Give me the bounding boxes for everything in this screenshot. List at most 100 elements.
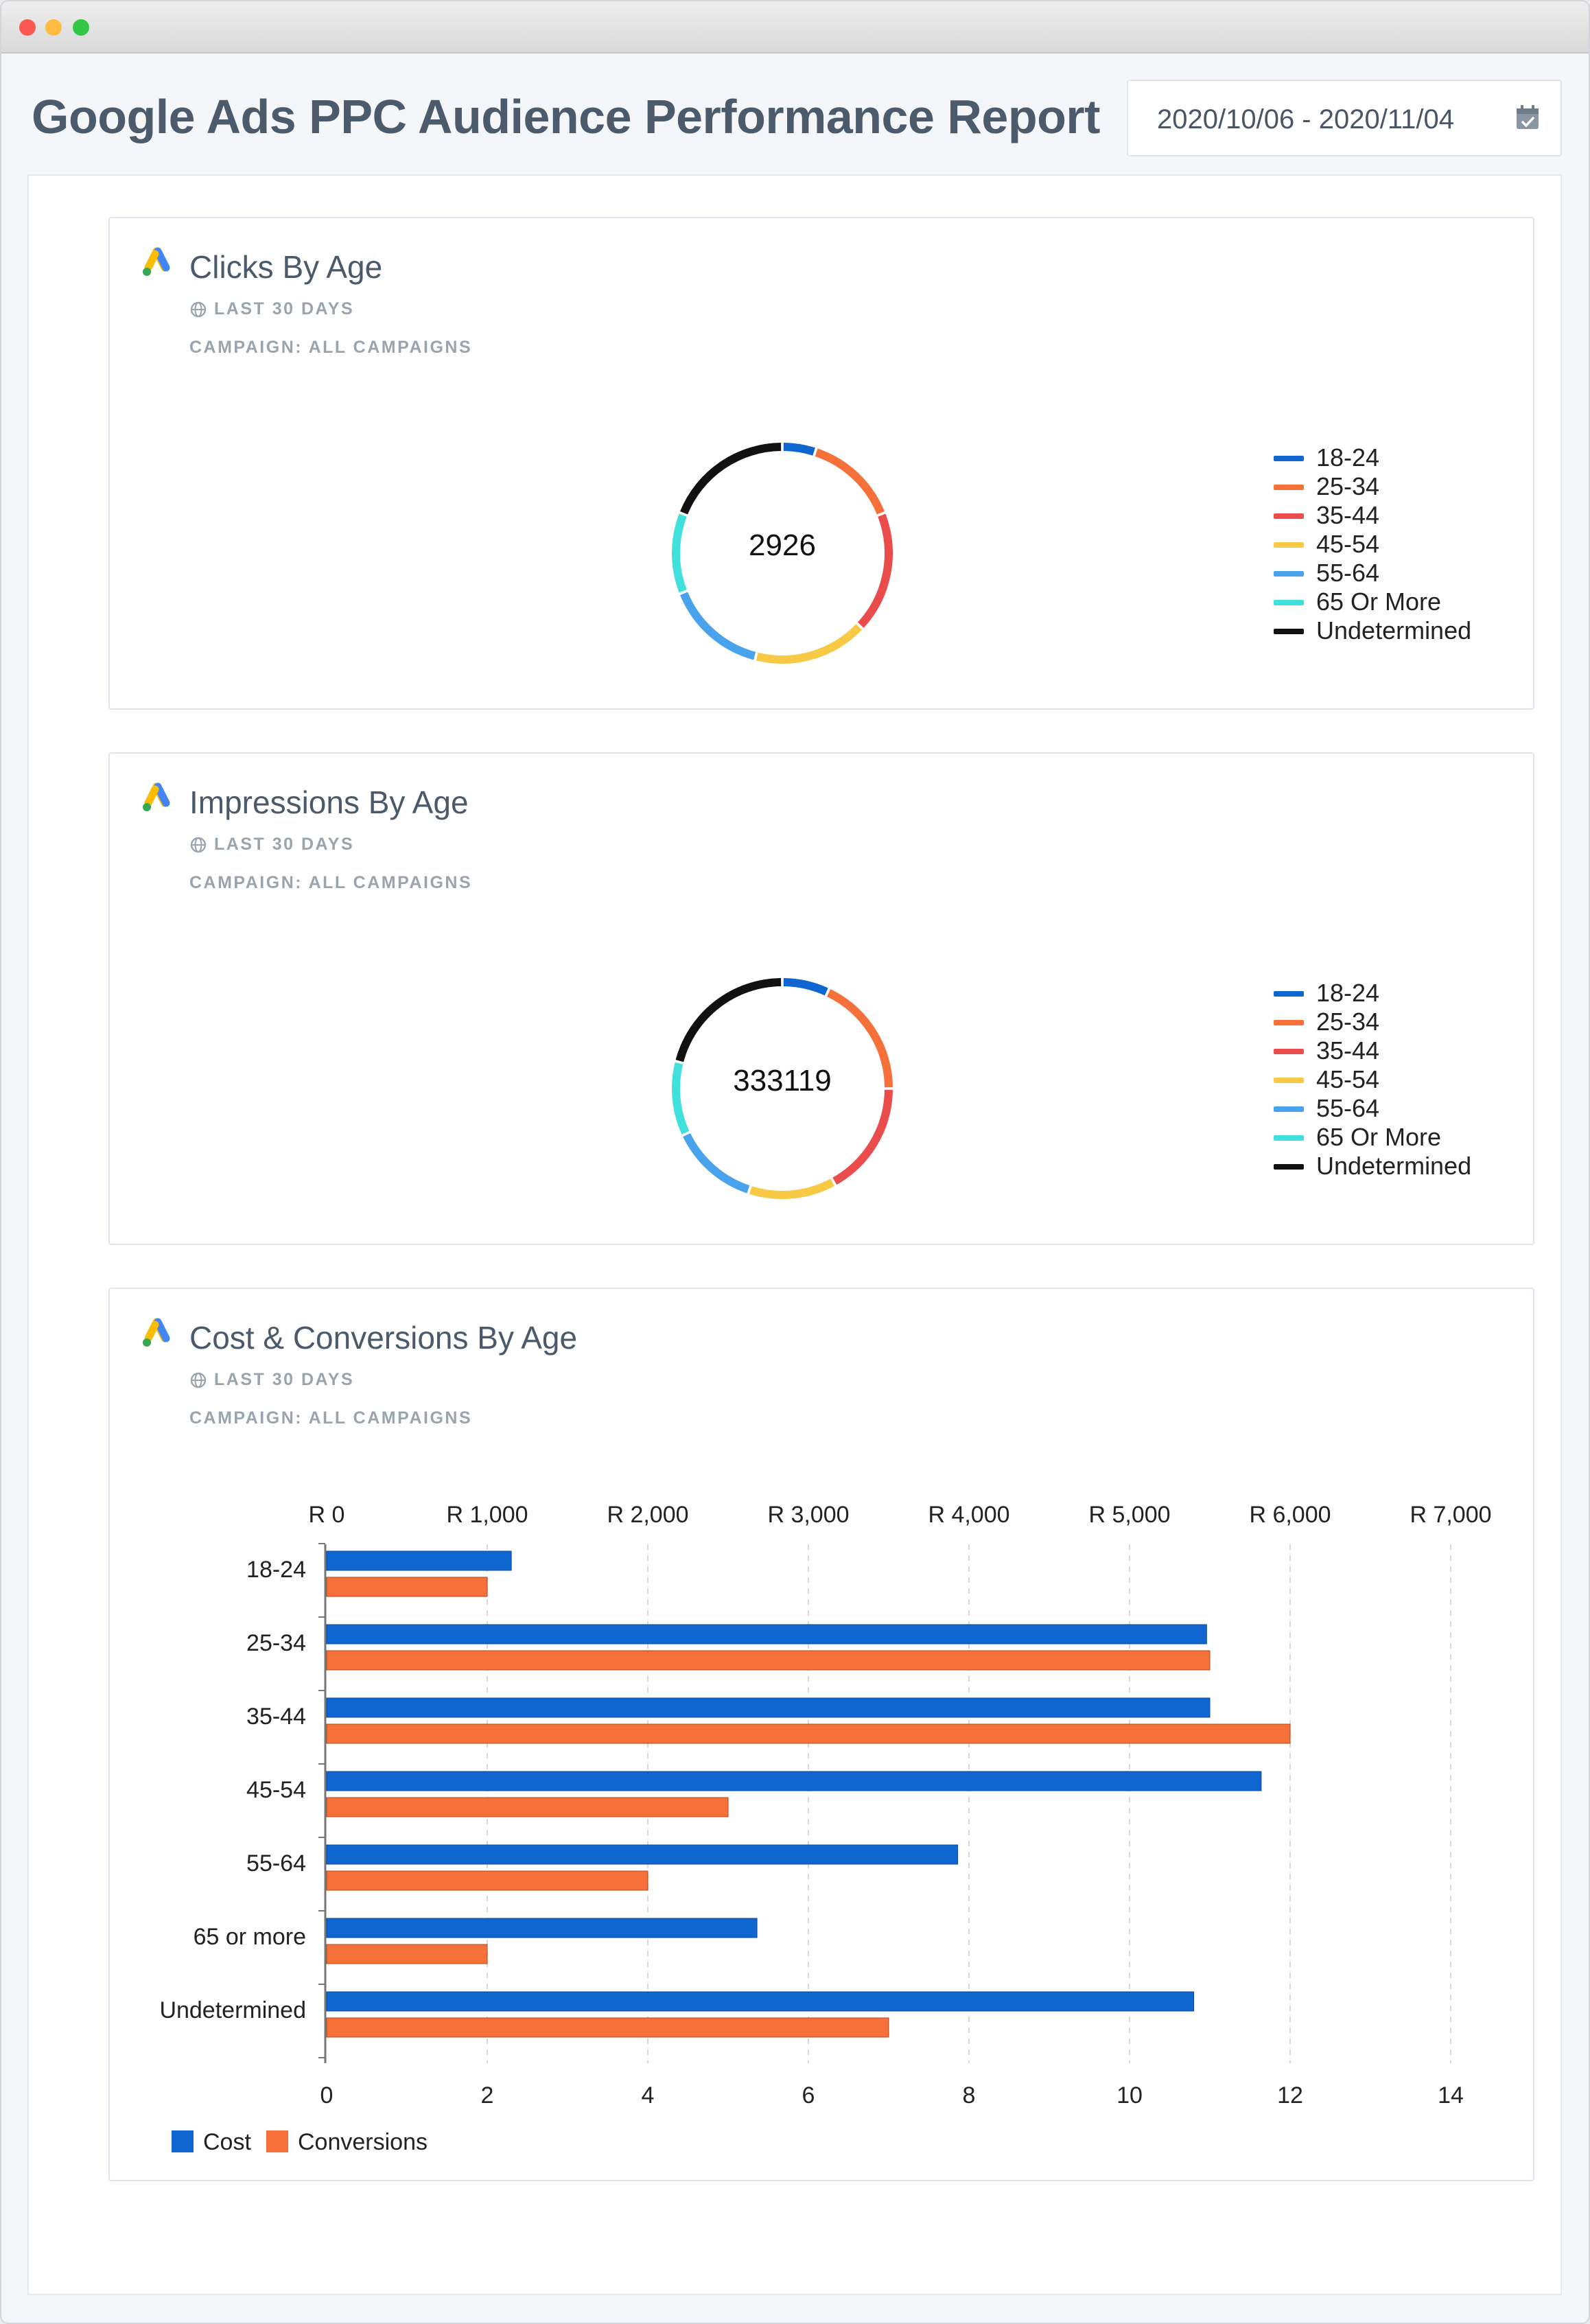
date-range-picker[interactable]: 2020/10/06 - 2020/11/04 — [1127, 80, 1562, 156]
category-label: 25-34 — [246, 1630, 306, 1656]
legend-label: 35-44 — [1316, 1036, 1380, 1065]
date-range-label: LAST 30 DAYS — [214, 1370, 355, 1389]
legend-label: 65 Or More — [1316, 1123, 1442, 1151]
top-axis-tick-label: R 6,000 — [1249, 1502, 1331, 1528]
minimize-window-button[interactable] — [45, 19, 62, 36]
date-range-text: 2020/10/06 - 2020/11/04 — [1157, 104, 1454, 135]
legend-swatch-cost — [172, 2130, 194, 2152]
legend-swatch — [1274, 991, 1304, 997]
donut-slice-undetermined[interactable] — [675, 978, 782, 1062]
card-title: Impressions By Age — [189, 785, 469, 820]
legend-label-conversions[interactable]: Conversions — [298, 2129, 428, 2155]
donut-total: 2926 — [749, 528, 816, 562]
clicks-by-age-card: Clicks By Age LAST 30 DAYS CAMPAIGN: ALL… — [108, 217, 1534, 710]
cost-bar-undetermined[interactable] — [326, 1991, 1195, 2012]
donut-slice-undetermined[interactable] — [680, 443, 782, 515]
legend-label: Undetermined — [1316, 616, 1472, 644]
conversions-bar-18-24[interactable] — [326, 1577, 488, 1597]
legend-swatch — [1274, 1135, 1304, 1141]
conversions-bar-45-54[interactable] — [326, 1797, 729, 1817]
impressions-by-age-card: Impressions By Age LAST 30 DAYS CAMPAIGN… — [108, 752, 1534, 1245]
category-label: 65 or more — [194, 1924, 306, 1950]
bottom-axis-tick-label: 12 — [1277, 2082, 1303, 2108]
bottom-axis-tick-label: 4 — [642, 2082, 655, 2108]
card-title: Cost & Conversions By Age — [189, 1320, 578, 1356]
bottom-axis-tick-label: 14 — [1438, 2082, 1464, 2108]
donut-slice-35-44[interactable] — [857, 513, 893, 628]
bottom-axis-tick-label: 10 — [1116, 2082, 1143, 2108]
legend-swatch — [1274, 513, 1304, 519]
maximize-window-button[interactable] — [73, 19, 89, 36]
top-axis-tick-label: R 5,000 — [1088, 1502, 1170, 1528]
legend-swatch — [1274, 1020, 1304, 1025]
legend-label: Undetermined — [1316, 1152, 1472, 1180]
category-label: Undetermined — [159, 1997, 306, 2023]
legend-label: 65 Or More — [1316, 588, 1442, 616]
card-title: Clicks By Age — [189, 249, 383, 285]
donut-slice-55-64[interactable] — [680, 592, 756, 660]
conversions-bar-25-34[interactable] — [326, 1650, 1211, 1671]
impressions-donut-chart — [672, 978, 893, 1199]
report-title: Google Ads PPC Audience Performance Repo… — [32, 90, 1100, 143]
bottom-axis-tick-label: 2 — [481, 2082, 494, 2108]
legend-swatch-conversions — [266, 2130, 288, 2152]
category-label: 45-54 — [246, 1777, 306, 1803]
campaign-label: CAMPAIGN: ALL CAMPAIGNS — [189, 338, 473, 357]
top-axis-tick-label: R 3,000 — [767, 1502, 849, 1528]
legend-label: 25-34 — [1316, 1008, 1380, 1036]
legend-label-cost[interactable]: Cost — [203, 2129, 251, 2155]
cost-bar-65-or-more[interactable] — [326, 1918, 758, 1938]
cost-bar-45-54[interactable] — [326, 1771, 1262, 1791]
legend-label: 45-54 — [1316, 530, 1380, 558]
calendar-icon[interactable] — [1512, 103, 1543, 133]
legend-label: 55-64 — [1316, 1094, 1380, 1122]
legend-swatch — [1274, 485, 1304, 490]
cost-bar-35-44[interactable] — [326, 1697, 1211, 1718]
donut-slice-25-34[interactable] — [815, 448, 885, 515]
donut-slice-25-34[interactable] — [827, 989, 893, 1088]
legend-label: 45-54 — [1316, 1065, 1380, 1093]
donut-slice-45-54[interactable] — [756, 624, 863, 664]
donut-slice-18-24[interactable] — [783, 443, 815, 456]
legend-swatch — [1274, 456, 1304, 461]
date-range-label: LAST 30 DAYS — [214, 299, 355, 318]
cost-conversions-bar-chart: R 0 R 1,000 R 2,000 R 3,000 R 4,000 R 5,000 R … — [159, 1502, 1491, 2155]
legend-swatch — [1274, 629, 1304, 634]
legend-label: 55-64 — [1316, 559, 1380, 587]
google-ads-logo-icon — [143, 247, 170, 276]
cost-bar-55-64[interactable] — [326, 1844, 959, 1865]
donut-slice-65-or-more[interactable] — [672, 513, 687, 593]
top-axis-tick-label: R 7,000 — [1410, 1502, 1491, 1528]
bottom-axis-tick-label: 8 — [963, 2082, 976, 2108]
top-axis-tick-label: R 1,000 — [446, 1502, 528, 1528]
donut-slice-55-64[interactable] — [683, 1132, 750, 1194]
conversions-bar-35-44[interactable] — [326, 1723, 1291, 1744]
donut-slice-35-44[interactable] — [832, 1089, 893, 1185]
top-axis-tick-label: R 4,000 — [928, 1502, 1009, 1528]
legend-swatch — [1274, 600, 1304, 605]
conversions-bar-65-or-more[interactable] — [326, 1944, 488, 1964]
globe-icon — [190, 837, 207, 852]
close-window-button[interactable] — [19, 19, 36, 36]
conversions-bar-undetermined[interactable] — [326, 2017, 889, 2038]
google-ads-logo-icon — [143, 782, 170, 811]
globe-icon — [190, 301, 207, 317]
top-axis-tick-label: R 2,000 — [607, 1502, 688, 1528]
conversions-bar-55-64[interactable] — [326, 1870, 648, 1891]
legend-swatch — [1274, 571, 1304, 577]
category-label: 55-64 — [246, 1850, 306, 1876]
donut-total: 333119 — [733, 1064, 832, 1097]
legend-swatch — [1274, 1049, 1304, 1054]
top-axis-tick-label: R 0 — [309, 1502, 345, 1528]
donut-slice-45-54[interactable] — [749, 1178, 834, 1199]
donut-slice-65-or-more[interactable] — [672, 1062, 690, 1135]
category-label: 35-44 — [246, 1704, 306, 1730]
report-body: Clicks By Age LAST 30 DAYS CAMPAIGN: ALL… — [27, 174, 1562, 2295]
campaign-label: CAMPAIGN: ALL CAMPAIGNS — [189, 873, 473, 892]
legend-swatch — [1274, 542, 1304, 548]
cost-bar-25-34[interactable] — [326, 1624, 1207, 1645]
donut-slice-18-24[interactable] — [783, 978, 828, 996]
legend-swatch — [1274, 1164, 1304, 1170]
cost-bar-18-24[interactable] — [326, 1550, 512, 1571]
